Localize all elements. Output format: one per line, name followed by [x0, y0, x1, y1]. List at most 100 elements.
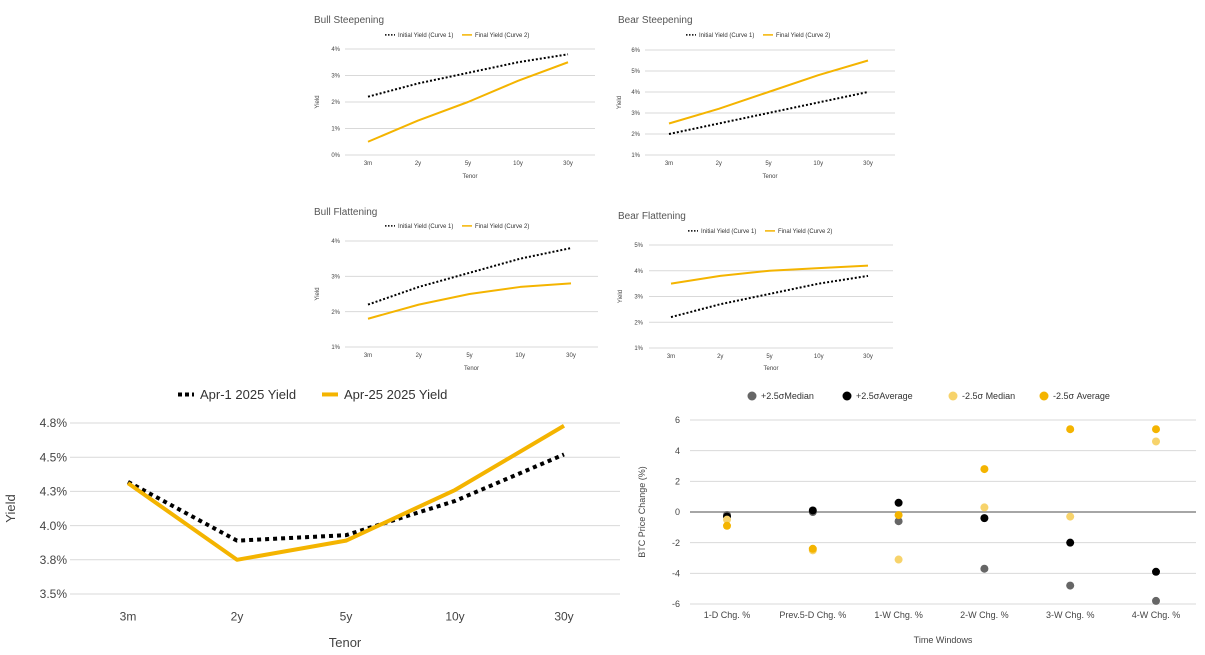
y-axis-label: Yield [315, 95, 321, 108]
y-tick-label: 0% [331, 153, 340, 159]
y-axis-label: Yield [617, 96, 623, 109]
initial-yield-line [668, 91, 869, 135]
y-tick-label: 2% [634, 320, 643, 326]
chart-3: Bull Flattening 1% 2% 3% 4% 3m 2y 5y 10y 30y Tenor… [314, 207, 598, 372]
x-tick-label: 10y [814, 354, 824, 360]
legend-label: +2.5σMedian [761, 391, 814, 401]
x-tick-label: 10y [813, 161, 823, 167]
scatter-point [894, 517, 903, 526]
x-tick-label: 5y [465, 161, 471, 167]
scatter-point [723, 521, 731, 530]
y-tick-label: 6 [675, 415, 680, 425]
x-axis-label: Tenor [763, 366, 778, 372]
y-tick-label: 3% [331, 74, 340, 80]
x-tick-label: 2y [415, 161, 421, 167]
chart-1: Bull Steepening 0% 1% 2% 3% 4% 3m 2y 5y 10y 30y Ten… [314, 15, 595, 180]
scatter-point [980, 514, 989, 523]
chart-title: Bull Steepening [314, 15, 384, 26]
scatter-point [1066, 425, 1075, 434]
x-axis-label: Time Windows [914, 635, 973, 645]
y-tick-label: 4.3% [40, 485, 68, 499]
x-tick-label: 2y [231, 609, 244, 623]
scatter-point [980, 503, 989, 512]
final-yield-line [367, 282, 572, 320]
legend-label: Final Yield (Curve 2) [778, 229, 832, 235]
y-tick-label: 3% [634, 295, 643, 301]
chart-6: -6 -4 -2 0 2 4 6 1-D Chg. % Prev.5-D Chg. % 1-W C… [637, 391, 1196, 645]
x-tick-label: 1-W Chg. % [874, 610, 923, 620]
scatter-point [808, 506, 817, 515]
y-tick-label: 2% [331, 100, 340, 106]
x-axis-label: Tenor [762, 174, 777, 180]
y-tick-label: 4% [634, 269, 643, 275]
scatter-point [1066, 581, 1075, 590]
x-tick-label: Prev.5-D Chg. % [779, 610, 846, 620]
x-tick-label: 30y [554, 609, 573, 623]
scatter-point [1152, 437, 1160, 446]
y-tick-label: 3.5% [40, 587, 68, 601]
chart-2: Bear Steepening 1% 2% 3% 4% 5% 6% 3m 2y 5y 10y 30y T… [617, 15, 895, 180]
x-tick-label: 10y [513, 161, 523, 167]
scatter-point [980, 465, 989, 474]
x-tick-label: 30y [863, 354, 873, 360]
y-tick-label: 3% [631, 111, 640, 117]
x-tick-label: 3-W Chg. % [1046, 610, 1095, 620]
x-tick-label: 10y [445, 609, 464, 623]
y-tick-label: 5% [634, 243, 643, 249]
y-tick-label: 1% [331, 127, 340, 133]
x-tick-label: 3m [665, 161, 673, 167]
legend-label: Apr-1 2025 Yield [200, 387, 296, 402]
y-tick-label: 4% [331, 47, 340, 53]
chart-4: Bear Flattening 1% 2% 3% 4% 5% 3m 2y 5y 10y 30y Ten… [618, 211, 893, 372]
y-tick-label: -4 [672, 568, 680, 578]
y-axis-label: Yield [618, 290, 624, 303]
chart-title: Bear Steepening [618, 15, 693, 26]
y-tick-label: -6 [672, 599, 680, 609]
legend-label: Initial Yield (Curve 1) [398, 224, 453, 230]
y-tick-label: 5% [631, 69, 640, 75]
x-axis-label: Tenor [462, 174, 477, 180]
x-tick-label: 2y [416, 353, 422, 359]
scatter-point [1152, 425, 1160, 434]
scatter-point [1152, 567, 1160, 576]
legend-label: Initial Yield (Curve 1) [699, 33, 754, 39]
x-tick-label: 5y [466, 353, 472, 359]
x-tick-label: 2y [716, 161, 722, 167]
scatter-point [894, 511, 903, 520]
y-tick-label: 4.0% [40, 519, 68, 533]
legend-marker [1039, 391, 1049, 401]
y-tick-label: 4.5% [40, 450, 68, 464]
y-tick-label: 1% [631, 153, 640, 159]
initial-yield-line [127, 452, 565, 543]
scatter-point [1066, 512, 1075, 521]
y-tick-label: -2 [672, 538, 680, 548]
x-axis-label: Tenor [464, 366, 479, 372]
x-tick-label: 2-W Chg. % [960, 610, 1009, 620]
x-tick-label: 4-W Chg. % [1132, 610, 1181, 620]
y-tick-label: 4 [675, 446, 680, 456]
final-yield-line [367, 61, 569, 143]
x-tick-label: 30y [566, 353, 576, 359]
y-tick-label: 1% [634, 346, 643, 352]
final-yield-line [126, 424, 566, 562]
legend-label: Initial Yield (Curve 1) [398, 33, 453, 39]
y-tick-label: 0 [675, 507, 680, 517]
y-tick-label: 6% [631, 48, 640, 54]
legend-label: -2.5σ Average [1053, 391, 1110, 401]
legend-label: Final Yield (Curve 2) [475, 224, 529, 230]
y-axis-label: Yield [315, 287, 321, 300]
x-tick-label: 5y [766, 354, 772, 360]
chart-title: Bear Flattening [618, 211, 686, 222]
x-tick-label: 3m [364, 161, 372, 167]
x-tick-label: 3m [120, 609, 137, 623]
x-tick-label: 1-D Chg. % [704, 610, 751, 620]
legend-label: Final Yield (Curve 2) [776, 33, 830, 39]
x-tick-label: 30y [563, 161, 573, 167]
legend-marker [948, 391, 958, 401]
scatter-point [1066, 538, 1075, 547]
y-axis-label: Yield [3, 494, 18, 522]
y-tick-label: 2 [675, 476, 680, 486]
y-axis-label: BTC Price Change (%) [637, 466, 647, 558]
x-axis-label: Tenor [329, 635, 362, 650]
chart-title: Bull Flattening [314, 207, 377, 218]
